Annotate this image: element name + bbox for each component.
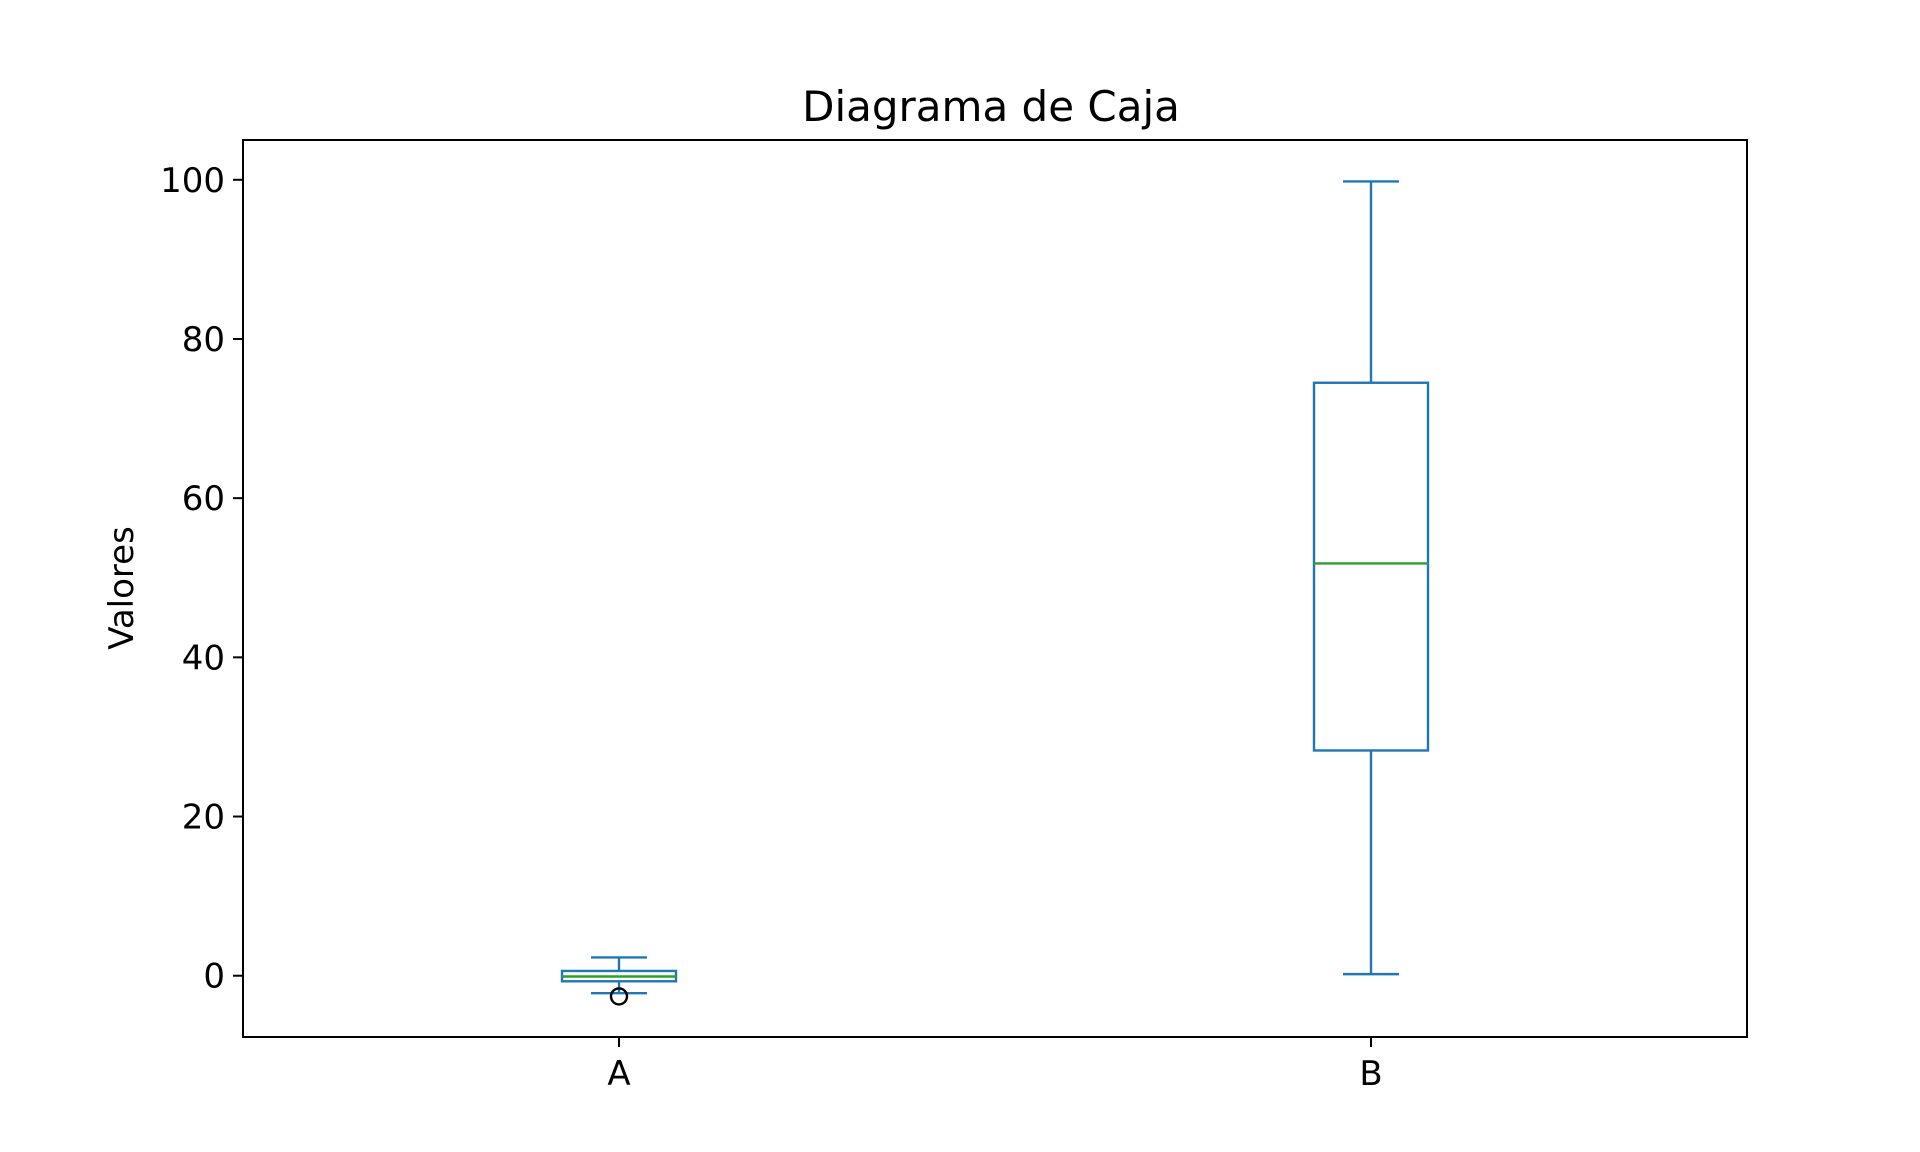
plot-frame <box>242 139 1748 1038</box>
y-tick-label: 100 <box>160 161 225 201</box>
y-tick-label: 0 <box>203 957 225 997</box>
plot-marks <box>560 180 1430 1006</box>
y-tick-label: 80 <box>182 320 225 360</box>
iqr-box <box>1312 381 1430 752</box>
y-tick-label: 20 <box>182 798 225 838</box>
y-tick-label: 40 <box>182 638 225 678</box>
y-axis: 0 20 40 60 80 100 <box>160 161 243 997</box>
box-group-b <box>1312 180 1430 976</box>
y-axis-label: Valores <box>102 526 142 650</box>
y-tick-label: 60 <box>182 479 225 519</box>
x-tick-label: B <box>1359 1054 1382 1094</box>
x-tick-label: A <box>607 1054 630 1094</box>
box-group-a <box>560 956 678 1006</box>
chart-title: Diagrama de Caja <box>802 82 1180 131</box>
outlier-point <box>609 987 629 1006</box>
